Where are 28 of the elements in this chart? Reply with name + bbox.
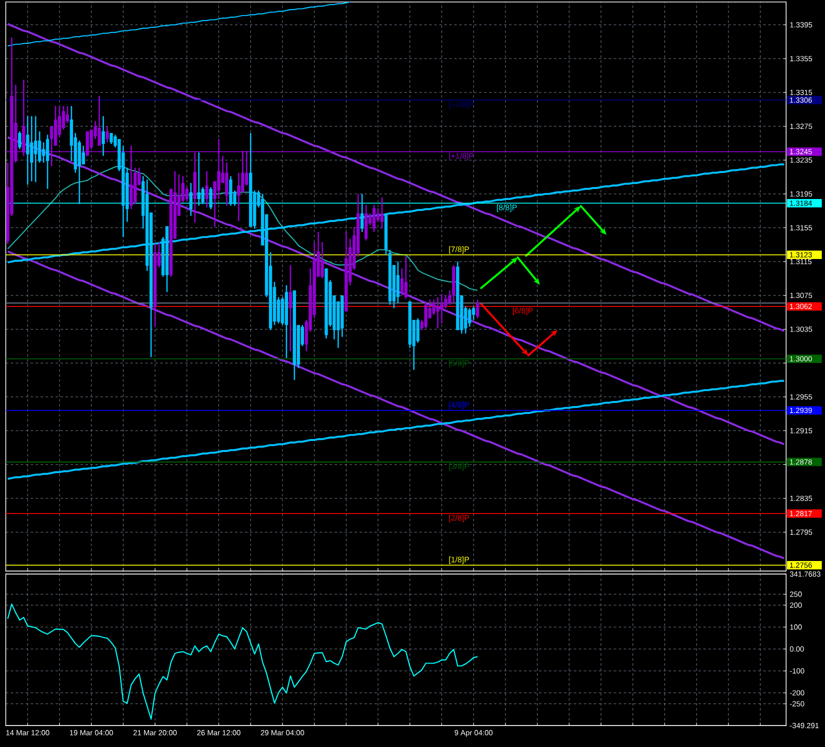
candlestick: [102, 116, 105, 156]
candlestick: [436, 296, 440, 328]
candlestick: [209, 186, 212, 209]
candlestick: [372, 204, 376, 232]
candlestick: [249, 132, 252, 227]
candlestick: [324, 268, 328, 338]
candlestick: [153, 244, 157, 326]
candlestick: [26, 116, 30, 184]
candlestick: [364, 204, 368, 240]
candlestick: [110, 132, 113, 144]
candlestick: [189, 182, 192, 216]
candlestick: [106, 126, 109, 142]
candlestick: [344, 232, 348, 312]
candlestick: [404, 256, 408, 299]
candlestick: [229, 176, 232, 206]
candlestick: [452, 264, 456, 303]
candlestick: [18, 131, 22, 149]
candlestick: [456, 261, 460, 330]
candlestick: [34, 116, 38, 182]
candlestick: [384, 214, 388, 255]
candlestick: [98, 96, 101, 146]
candlestick: [197, 152, 200, 206]
candlestick: [424, 301, 428, 328]
candlestick: [292, 290, 296, 380]
candlestick: [205, 170, 208, 208]
candlestick: [476, 299, 480, 318]
candlestick: [30, 116, 34, 182]
candlestick: [388, 250, 392, 304]
